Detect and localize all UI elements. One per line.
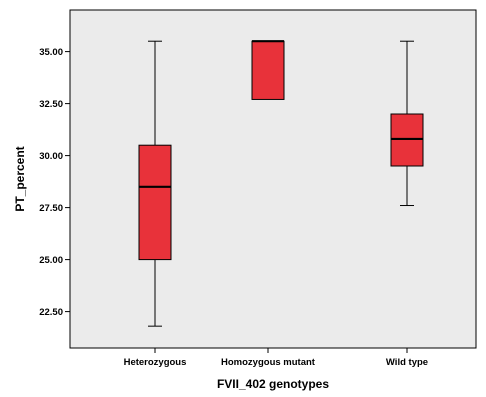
box-3 [390, 40, 424, 207]
x-axis-title: FVII_402 genotypes [217, 377, 329, 391]
y-tick-label: 30.00 [39, 151, 63, 162]
boxes [138, 40, 424, 327]
x-axis: Heterozygous Homozygous mutant Wild type [124, 348, 428, 368]
y-tick-label: 22.50 [39, 307, 63, 318]
x-category-label: Wild type [386, 357, 428, 368]
box-body [138, 144, 172, 261]
x-category-label: Homozygous mutant [221, 357, 316, 368]
y-tick-label: 27.50 [39, 203, 63, 214]
box-2 [251, 40, 285, 100]
y-tick-label: 25.00 [39, 255, 63, 266]
x-category-label: Heterozygous [124, 357, 187, 368]
y-axis-title: PT_percent [13, 146, 27, 211]
y-tick-label: 35.00 [39, 47, 63, 58]
y-tick-label: 32.50 [39, 99, 63, 110]
y-axis: 22.50 25.00 27.50 30.00 32.50 35.00 [39, 47, 70, 318]
box-1 [138, 40, 172, 327]
box-body [251, 40, 285, 100]
